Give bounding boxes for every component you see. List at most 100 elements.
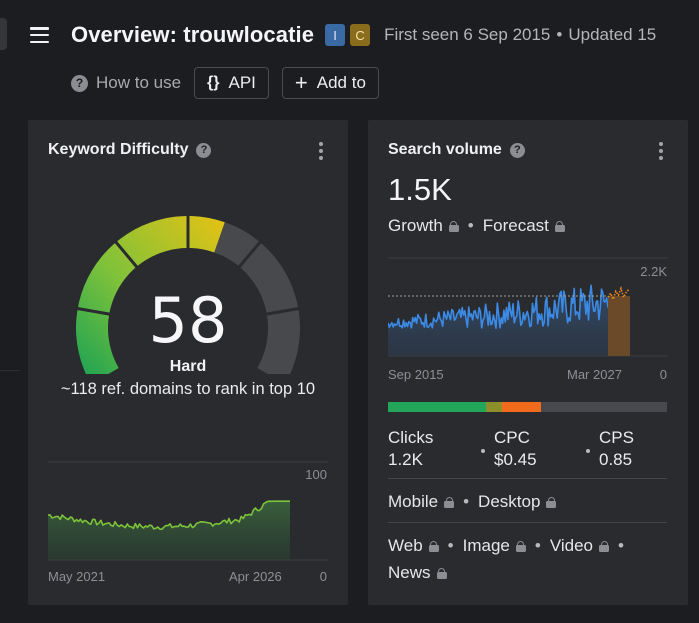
lock-icon bbox=[546, 496, 557, 508]
kd-chart-y-max: 100 bbox=[305, 467, 327, 482]
page-header: Overview: trouwlocatie I C First seen 6 … bbox=[30, 18, 656, 52]
lock-icon bbox=[444, 496, 455, 508]
gauge-divider bbox=[114, 240, 139, 269]
image-label[interactable]: Image bbox=[462, 536, 510, 555]
kd-chart-x-start: May 2021 bbox=[48, 569, 106, 584]
distribution-segment-3 bbox=[541, 402, 667, 412]
intent-badge-commercial[interactable]: C bbox=[350, 24, 371, 46]
question-circle-icon[interactable]: ? bbox=[509, 142, 525, 158]
distribution-segment-2 bbox=[502, 402, 542, 412]
sv-title-text: Search volume bbox=[388, 141, 502, 158]
chart-area bbox=[48, 501, 290, 560]
hamburger-icon[interactable] bbox=[30, 27, 49, 43]
video-label[interactable]: Video bbox=[549, 536, 593, 555]
bullet-separator: • bbox=[467, 216, 474, 235]
sv-value: 1.5K bbox=[388, 172, 452, 207]
keyword-difficulty-card: Keyword Difficulty ? 58 Hard ~118 ref. d… bbox=[28, 120, 348, 605]
updated-text: Updated 15 bbox=[568, 25, 657, 44]
kd-history-chart[interactable] bbox=[48, 460, 328, 562]
sv-chart-y-max: 2.2K bbox=[640, 264, 667, 279]
bullet-separator: • bbox=[534, 536, 541, 555]
sv-history-chart[interactable] bbox=[388, 256, 668, 358]
how-to-use-label: How to use bbox=[96, 73, 182, 92]
api-button[interactable]: {} API bbox=[194, 67, 269, 99]
chart-area bbox=[388, 285, 608, 356]
plus-icon: + bbox=[294, 70, 308, 95]
news-label[interactable]: News bbox=[388, 563, 431, 582]
sidebar-divider bbox=[0, 370, 20, 371]
page-title: Overview: trouwlocatie bbox=[71, 22, 315, 47]
api-button-label: API bbox=[228, 73, 256, 92]
sv-chart-x-start: Sep 2015 bbox=[388, 367, 444, 382]
difficulty-gauge bbox=[76, 216, 300, 374]
gauge-remaining-arc bbox=[214, 222, 300, 374]
cpc-label: CPC bbox=[494, 428, 530, 447]
sidebar-edge-button[interactable] bbox=[0, 18, 7, 50]
gauge-divider bbox=[76, 306, 111, 316]
forecast-line bbox=[607, 285, 630, 302]
devices-row: Mobile • Desktop bbox=[388, 492, 557, 512]
sv-chart-x-end: Mar 2027 bbox=[567, 367, 622, 382]
search-volume-card: Search volume ? 1.5K Growth • Forecast 2… bbox=[368, 120, 688, 605]
clicks-value: 1.2K bbox=[388, 450, 423, 469]
sv-card-title: Search volume ? bbox=[388, 141, 525, 159]
first-seen-text: First seen 6 Sep 2015 bbox=[384, 25, 551, 44]
clicks-metric: Clicks 1.2K bbox=[388, 427, 481, 471]
question-circle-icon: ? bbox=[71, 74, 88, 92]
cps-value: 0.85 bbox=[599, 450, 633, 469]
lock-icon bbox=[448, 220, 459, 232]
cpc-value: $0.45 bbox=[494, 450, 537, 469]
lock-icon bbox=[599, 540, 609, 552]
chart-line bbox=[48, 500, 290, 531]
how-to-use-link[interactable]: ? How to use bbox=[71, 73, 181, 93]
kd-title-text: Keyword Difficulty bbox=[48, 141, 189, 158]
bullet-separator bbox=[481, 449, 485, 453]
desktop-label[interactable]: Desktop bbox=[478, 492, 541, 511]
kd-score: 58 bbox=[148, 284, 228, 357]
lock-icon bbox=[436, 567, 447, 579]
intent-badge-informational[interactable]: I bbox=[325, 24, 346, 46]
bullet-separator: • bbox=[463, 492, 470, 511]
distribution-segment-1 bbox=[485, 402, 503, 412]
kd-description: ~118 ref. domains to rank in top 10 bbox=[60, 380, 316, 398]
toolbar: ? How to use {} API + Add to bbox=[71, 67, 392, 99]
distribution-segment-0 bbox=[388, 402, 486, 412]
api-braces-icon: {} bbox=[207, 74, 220, 91]
devices-divider bbox=[388, 522, 667, 523]
clicks-label: Clicks bbox=[388, 428, 434, 447]
web-label[interactable]: Web bbox=[388, 536, 423, 555]
gauge-value-arc bbox=[76, 216, 225, 374]
kebab-menu-icon[interactable] bbox=[319, 142, 323, 160]
forecast-area bbox=[608, 296, 630, 356]
cps-metric: CPS 0.85 bbox=[586, 427, 634, 471]
bullet-separator: • bbox=[618, 536, 624, 555]
bullet-separator: • bbox=[447, 536, 454, 555]
sv-metrics: Clicks 1.2K CPC $0.45 CPS 0.85 bbox=[388, 427, 668, 471]
gauge-divider bbox=[237, 240, 262, 269]
bullet-separator bbox=[586, 449, 590, 453]
growth-label[interactable]: Growth bbox=[388, 216, 443, 235]
lock-icon bbox=[428, 540, 439, 552]
cpc-metric: CPC $0.45 bbox=[481, 427, 586, 471]
meta-separator: • bbox=[556, 25, 563, 44]
kd-level: Hard bbox=[169, 358, 207, 375]
question-circle-icon[interactable]: ? bbox=[196, 142, 212, 158]
sv-growth-forecast-row: Growth • Forecast bbox=[388, 216, 565, 236]
mobile-label[interactable]: Mobile bbox=[388, 492, 439, 511]
traffic-distribution-bar bbox=[388, 402, 667, 412]
forecast-label[interactable]: Forecast bbox=[482, 216, 549, 235]
add-to-button[interactable]: + Add to bbox=[281, 67, 379, 99]
metrics-divider bbox=[388, 478, 667, 479]
chart-line bbox=[388, 284, 609, 329]
sv-chart-y-min: 0 bbox=[659, 367, 667, 382]
serp-types-row-1: Web • Image • Video • bbox=[388, 536, 633, 556]
add-to-button-label: Add to bbox=[316, 73, 366, 92]
kd-chart-y-min: 0 bbox=[319, 569, 327, 584]
lock-icon bbox=[554, 220, 565, 232]
serp-types-row-2: News bbox=[388, 563, 447, 583]
kd-chart-x-end: Apr 2026 bbox=[229, 569, 282, 584]
gauge-divider bbox=[265, 306, 300, 316]
kebab-menu-icon[interactable] bbox=[659, 142, 663, 160]
kd-card-title: Keyword Difficulty ? bbox=[48, 141, 212, 159]
lock-icon bbox=[515, 540, 526, 552]
